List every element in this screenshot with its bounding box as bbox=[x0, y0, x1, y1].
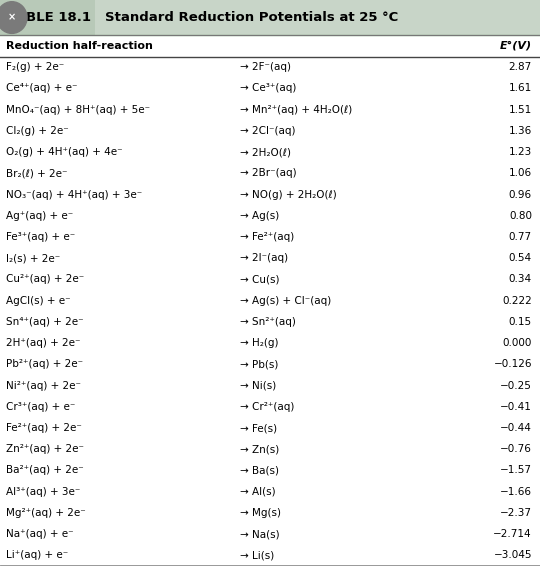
Text: Standard Reduction Potentials at 25 °C: Standard Reduction Potentials at 25 °C bbox=[105, 11, 399, 24]
Text: Ni²⁺(aq) + 2e⁻: Ni²⁺(aq) + 2e⁻ bbox=[6, 380, 82, 391]
Text: → Pb(s): → Pb(s) bbox=[240, 359, 279, 370]
Text: 0.54: 0.54 bbox=[509, 253, 532, 263]
Text: −2.714: −2.714 bbox=[493, 529, 532, 539]
Text: → Ag(s) + Cl⁻(aq): → Ag(s) + Cl⁻(aq) bbox=[240, 295, 332, 306]
Text: → 2H₂O(ℓ): → 2H₂O(ℓ) bbox=[240, 147, 291, 157]
Text: → Ag(s): → Ag(s) bbox=[240, 211, 280, 221]
Text: → Fe²⁺(aq): → Fe²⁺(aq) bbox=[240, 232, 294, 242]
Text: Cl₂(g) + 2e⁻: Cl₂(g) + 2e⁻ bbox=[6, 126, 69, 136]
Text: → NO(g) + 2H₂O(ℓ): → NO(g) + 2H₂O(ℓ) bbox=[240, 190, 337, 200]
Text: 1.51: 1.51 bbox=[509, 105, 532, 115]
Text: −0.41: −0.41 bbox=[500, 402, 532, 412]
Text: AgCl(s) + e⁻: AgCl(s) + e⁻ bbox=[6, 295, 71, 306]
Text: −1.57: −1.57 bbox=[500, 465, 532, 475]
Text: Al³⁺(aq) + 3e⁻: Al³⁺(aq) + 3e⁻ bbox=[6, 487, 81, 497]
Text: → 2Br⁻(aq): → 2Br⁻(aq) bbox=[240, 168, 297, 178]
Text: → Sn²⁺(aq): → Sn²⁺(aq) bbox=[240, 317, 296, 327]
Text: 0.000: 0.000 bbox=[503, 338, 532, 348]
Text: 1.36: 1.36 bbox=[509, 126, 532, 136]
Text: −0.76: −0.76 bbox=[500, 444, 532, 454]
Text: BLE 18.1: BLE 18.1 bbox=[26, 11, 91, 24]
Text: → Al(s): → Al(s) bbox=[240, 487, 276, 497]
Text: → 2I⁻(aq): → 2I⁻(aq) bbox=[240, 253, 288, 263]
Text: −1.66: −1.66 bbox=[500, 487, 532, 497]
Text: → Zn(s): → Zn(s) bbox=[240, 444, 280, 454]
Text: 0.96: 0.96 bbox=[509, 190, 532, 200]
Circle shape bbox=[0, 2, 27, 33]
Text: → 2Cl⁻(aq): → 2Cl⁻(aq) bbox=[240, 126, 296, 136]
Text: I₂(s) + 2e⁻: I₂(s) + 2e⁻ bbox=[6, 253, 60, 263]
Text: 0.15: 0.15 bbox=[509, 317, 532, 327]
Text: 0.80: 0.80 bbox=[509, 211, 532, 221]
Text: Reduction half-reaction: Reduction half-reaction bbox=[6, 41, 153, 51]
Text: 1.06: 1.06 bbox=[509, 168, 532, 178]
Text: Sn⁴⁺(aq) + 2e⁻: Sn⁴⁺(aq) + 2e⁻ bbox=[6, 317, 84, 327]
Text: → Cr²⁺(aq): → Cr²⁺(aq) bbox=[240, 402, 295, 412]
Text: Fe³⁺(aq) + e⁻: Fe³⁺(aq) + e⁻ bbox=[6, 232, 76, 242]
Text: 0.34: 0.34 bbox=[509, 275, 532, 285]
Text: Cr³⁺(aq) + e⁻: Cr³⁺(aq) + e⁻ bbox=[6, 402, 76, 412]
Text: Ba²⁺(aq) + 2e⁻: Ba²⁺(aq) + 2e⁻ bbox=[6, 465, 84, 475]
Text: → Fe(s): → Fe(s) bbox=[240, 423, 278, 433]
Text: → H₂(g): → H₂(g) bbox=[240, 338, 279, 348]
Text: 2H⁺(aq) + 2e⁻: 2H⁺(aq) + 2e⁻ bbox=[6, 338, 81, 348]
Text: → Ba(s): → Ba(s) bbox=[240, 465, 279, 475]
Text: 0.77: 0.77 bbox=[509, 232, 532, 242]
Text: E°(V): E°(V) bbox=[500, 41, 532, 51]
Text: −2.37: −2.37 bbox=[500, 508, 532, 518]
Text: Cu²⁺(aq) + 2e⁻: Cu²⁺(aq) + 2e⁻ bbox=[6, 275, 85, 285]
Text: → Cu(s): → Cu(s) bbox=[240, 275, 280, 285]
Bar bbox=[0, 0, 540, 35]
Text: → Li(s): → Li(s) bbox=[240, 550, 274, 560]
Text: NO₃⁻(aq) + 4H⁺(aq) + 3e⁻: NO₃⁻(aq) + 4H⁺(aq) + 3e⁻ bbox=[6, 190, 143, 200]
Text: Mg²⁺(aq) + 2e⁻: Mg²⁺(aq) + 2e⁻ bbox=[6, 508, 86, 518]
Text: MnO₄⁻(aq) + 8H⁺(aq) + 5e⁻: MnO₄⁻(aq) + 8H⁺(aq) + 5e⁻ bbox=[6, 105, 151, 115]
Text: → 2F⁻(aq): → 2F⁻(aq) bbox=[240, 62, 291, 72]
Text: Zn²⁺(aq) + 2e⁻: Zn²⁺(aq) + 2e⁻ bbox=[6, 444, 84, 454]
Bar bbox=[0, 0, 94, 35]
Text: Ce⁴⁺(aq) + e⁻: Ce⁴⁺(aq) + e⁻ bbox=[6, 83, 78, 93]
Text: Na⁺(aq) + e⁻: Na⁺(aq) + e⁻ bbox=[6, 529, 74, 539]
Text: −3.045: −3.045 bbox=[494, 550, 532, 560]
Text: 2.87: 2.87 bbox=[509, 62, 532, 72]
Text: → Ce³⁺(aq): → Ce³⁺(aq) bbox=[240, 83, 296, 93]
Text: −0.44: −0.44 bbox=[500, 423, 532, 433]
Text: → Mn²⁺(aq) + 4H₂O(ℓ): → Mn²⁺(aq) + 4H₂O(ℓ) bbox=[240, 105, 353, 115]
Text: Li⁺(aq) + e⁻: Li⁺(aq) + e⁻ bbox=[6, 550, 69, 560]
Text: 0.222: 0.222 bbox=[502, 295, 532, 306]
Text: O₂(g) + 4H⁺(aq) + 4e⁻: O₂(g) + 4H⁺(aq) + 4e⁻ bbox=[6, 147, 123, 157]
Text: Fe²⁺(aq) + 2e⁻: Fe²⁺(aq) + 2e⁻ bbox=[6, 423, 83, 433]
Text: −0.25: −0.25 bbox=[500, 380, 532, 391]
Text: → Mg(s): → Mg(s) bbox=[240, 508, 281, 518]
Text: 1.61: 1.61 bbox=[509, 83, 532, 93]
Text: Pb²⁺(aq) + 2e⁻: Pb²⁺(aq) + 2e⁻ bbox=[6, 359, 84, 370]
Text: ×: × bbox=[8, 12, 16, 23]
Text: Br₂(ℓ) + 2e⁻: Br₂(ℓ) + 2e⁻ bbox=[6, 168, 68, 178]
Text: T: T bbox=[5, 11, 24, 24]
Text: → Ni(s): → Ni(s) bbox=[240, 380, 276, 391]
Text: Ag⁺(aq) + e⁻: Ag⁺(aq) + e⁻ bbox=[6, 211, 74, 221]
Text: → Na(s): → Na(s) bbox=[240, 529, 280, 539]
Text: 1.23: 1.23 bbox=[509, 147, 532, 157]
Text: −0.126: −0.126 bbox=[494, 359, 532, 370]
Text: F₂(g) + 2e⁻: F₂(g) + 2e⁻ bbox=[6, 62, 65, 72]
